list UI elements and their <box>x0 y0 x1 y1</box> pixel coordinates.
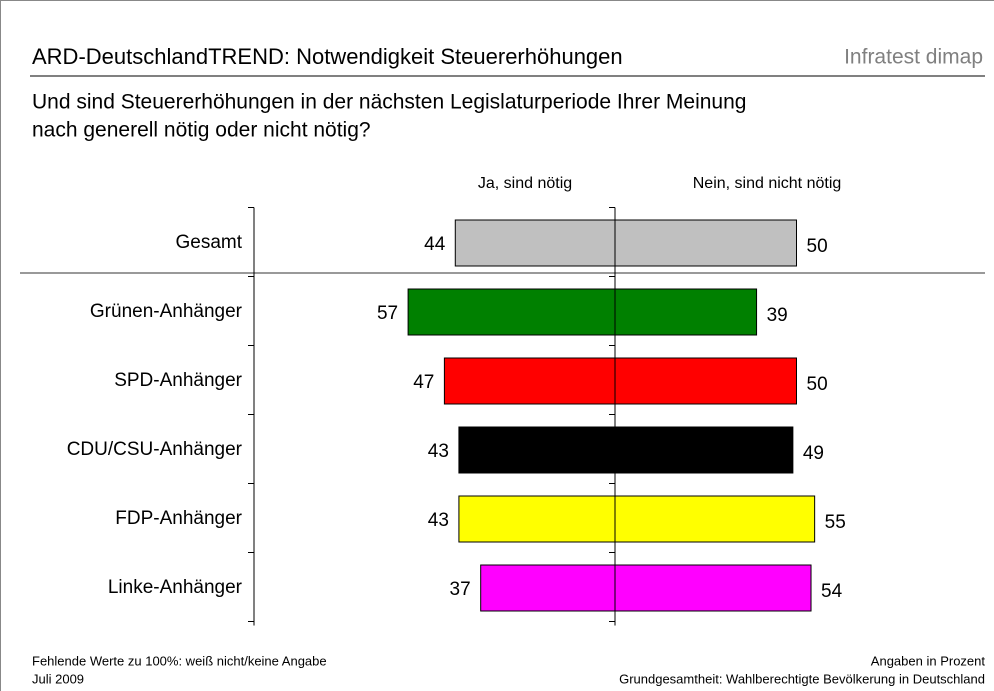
value-label: 39 <box>767 305 788 326</box>
note: Grundgesamtheit: Wahlberechtigte Bevölke… <box>619 671 985 686</box>
bar <box>454 219 616 267</box>
category-label: Linke-Anhänger <box>108 577 243 598</box>
bar <box>443 357 616 405</box>
bar <box>458 495 616 543</box>
bar <box>614 564 812 612</box>
value-label: 43 <box>428 510 449 531</box>
value-label: 49 <box>803 443 824 464</box>
bar <box>614 219 797 267</box>
series-label: Ja, sind nötig <box>478 175 572 192</box>
value-label: 55 <box>825 512 846 533</box>
value-label: 44 <box>424 234 446 255</box>
chart-title: ARD-DeutschlandTREND: Notwendigkeit Steu… <box>32 44 623 69</box>
category-label: CDU/CSU-Anhänger <box>67 439 243 460</box>
bar <box>480 564 616 612</box>
bar <box>614 426 794 474</box>
value-label: 50 <box>807 374 828 395</box>
category-label: SPD-Anhänger <box>114 370 242 391</box>
value-label: 57 <box>377 303 398 324</box>
series-label: Nein, sind nicht nötig <box>693 175 842 192</box>
bar <box>614 357 797 405</box>
category-label: FDP-Anhänger <box>115 508 242 529</box>
value-label: 54 <box>821 581 843 602</box>
brand: Infratest dimap <box>844 46 983 69</box>
subtitle-line: nach generell nötig oder nicht nötig? <box>32 119 371 142</box>
value-label: 50 <box>807 236 828 257</box>
bar <box>614 495 816 543</box>
value-label: 43 <box>428 441 449 462</box>
value-label: 47 <box>413 372 434 393</box>
note: Fehlende Werte zu 100%: weiß nicht/keine… <box>32 653 327 668</box>
bar <box>407 288 616 336</box>
note: Angaben in Prozent <box>871 653 986 668</box>
subtitle-line: Und sind Steuererhöhungen in der nächste… <box>32 91 746 114</box>
value-label: 37 <box>450 579 471 600</box>
note: Juli 2009 <box>32 671 84 686</box>
bar <box>458 426 616 474</box>
category-label: Grünen-Anhänger <box>90 301 243 322</box>
category-label: Gesamt <box>175 232 242 253</box>
bar <box>614 288 758 336</box>
